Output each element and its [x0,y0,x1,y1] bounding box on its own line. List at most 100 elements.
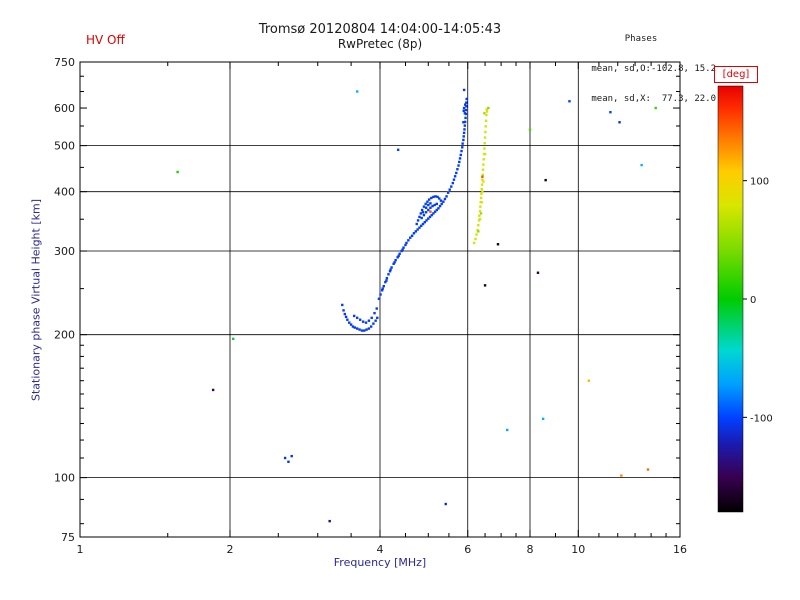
x-axis-label: Frequency [MHz] [333,556,427,569]
scatter-point [365,328,368,331]
scatter-point [394,258,397,262]
scatter-point [477,230,480,233]
scatter-point [429,206,432,209]
scatter-point [458,160,461,164]
scatter-point [462,88,466,92]
scatter-point [430,213,433,217]
scatter-point [458,157,462,160]
colorbar-tick-label: 0 [750,295,756,306]
scatter-point [396,256,399,259]
scatter-point [476,228,479,232]
scatter-point [346,318,349,321]
scatter-point [387,273,390,276]
y-tick-label: 300 [54,245,75,258]
scatter-point [464,116,467,120]
scatter-point [176,170,179,174]
scatter-point [442,200,445,203]
hv-status-label: HV Off [86,33,125,47]
scatter-point [541,417,545,421]
scatter-point [428,215,432,219]
scatter-point [364,321,368,324]
scatter-point [484,130,487,134]
x-tick-label: 6 [464,543,471,556]
scatter-point [462,109,465,113]
scatter-point [480,187,483,191]
scatter-point [464,103,467,106]
scatter-point [461,146,464,149]
scatter-point [388,270,392,273]
scatter-point [487,106,490,110]
phase-stats-title: Phases [624,34,658,44]
scatter-point [369,325,373,328]
scatter-point [484,125,487,128]
scatter-point [646,468,650,471]
scatter-point [363,329,366,332]
scatter-point [455,171,458,175]
scatter-point [464,108,468,112]
scatter-point [373,311,376,315]
scatter-point [396,148,400,152]
scatter-point [444,502,447,506]
scatter-point [505,428,509,432]
scatter-point [353,326,356,329]
scatter-point [426,200,429,203]
x-tick-label: 8 [527,543,534,556]
scatter-point [465,97,468,101]
scatter-point [620,474,623,477]
scatter-point [380,289,384,292]
scatter-point [367,319,371,322]
scatter-point [416,219,420,222]
scatter-point [429,210,432,213]
scatter-point [392,262,395,265]
scatter-point [389,268,392,271]
scatter-point [432,195,435,199]
scatter-point [424,211,428,214]
y-axis-label: Stationary phase Virtual Height [km] [29,198,43,402]
scatter-point [420,216,423,220]
scatter-point [609,110,612,114]
scatter-point [427,203,430,207]
scatter-point [409,236,412,239]
scatter-point [343,312,347,316]
scatter-point [465,105,468,108]
scatter-point [445,195,448,198]
scatter-point [427,208,430,212]
scatter-point [430,196,433,200]
scatter-point [478,209,482,213]
scatter-point [438,197,441,200]
scatter-point [475,233,478,236]
scatter-point [435,202,438,206]
scatter-point [479,205,482,208]
scatter-point [421,222,425,226]
scatter-point [654,106,657,110]
scatter-point [438,204,442,208]
scatter-point [485,110,489,113]
scatter-point [425,219,428,222]
scatter-point [448,188,451,191]
scatter-point [483,141,486,145]
y-tick-label: 750 [54,56,75,69]
scatter-point [424,206,428,209]
scatter-point [479,196,483,200]
scatter-point [382,284,385,288]
scatter-point [465,101,468,104]
scatter-point [477,224,480,227]
scatter-point [453,175,457,178]
scatter-point [355,327,359,330]
scatter-point [211,388,215,392]
colorbar-tick-label: -100 [750,413,773,424]
scatter-point [372,322,375,325]
phase-stats-x-mode: mean, sd,X: 77.3, 22.0 [591,94,716,104]
scatter-series-x-mode-echo-trace [472,106,490,245]
scatter-point [483,147,486,150]
scatter-point [381,287,384,290]
scatter-point [481,190,484,193]
scatter-point [482,163,485,166]
scatter-point [496,243,500,246]
scatter-point [351,325,355,328]
scatter-point [352,314,356,318]
scatter-point [481,168,485,171]
y-tick-label: 600 [54,102,75,115]
